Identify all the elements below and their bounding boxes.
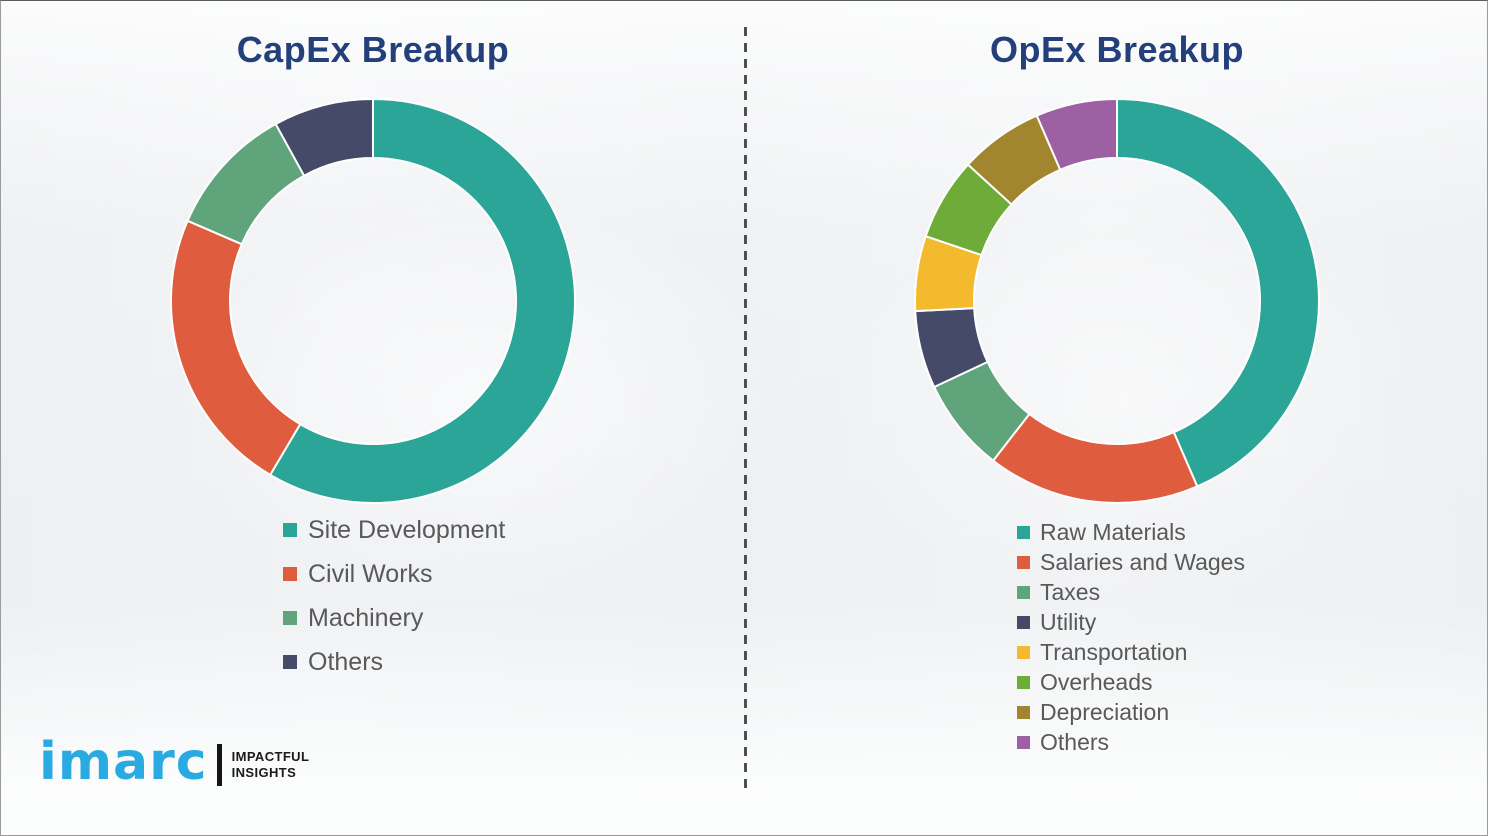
donut-segment-civil-works bbox=[169, 219, 302, 476]
logo-tagline-line2: INSIGHTS bbox=[231, 765, 297, 780]
legend-item-civil-works: Civil Works bbox=[283, 552, 505, 596]
legend-swatch-utility bbox=[1017, 615, 1030, 629]
capex-legend: Site Development Civil Works Machinery Othe… bbox=[283, 508, 505, 684]
legend-swatch-overheads bbox=[1017, 675, 1030, 689]
legend-swatch-civil-works bbox=[283, 567, 297, 581]
legend-label: Salaries and Wages bbox=[1040, 548, 1245, 575]
capex-panel: CapEx Breakup Site Development Civil Work… bbox=[1, 1, 745, 835]
opex-legend: Raw Materials Salaries and Wages Taxes Util… bbox=[1017, 517, 1245, 757]
legend-swatch-salaries-and-wages bbox=[1017, 555, 1030, 569]
donut-segment-others bbox=[274, 98, 374, 177]
legend-label: Machinery bbox=[308, 603, 424, 632]
legend-label: Others bbox=[308, 647, 384, 676]
legend-label: Raw Materials bbox=[1040, 518, 1186, 545]
legend-label: Taxes bbox=[1040, 578, 1101, 605]
legend-item-others: Others bbox=[283, 640, 505, 684]
donut-segment-others bbox=[1035, 98, 1118, 171]
legend-swatch-raw-materials bbox=[1017, 525, 1030, 539]
legend-label: Site Development bbox=[308, 515, 506, 544]
opex-donut-chart bbox=[914, 98, 1321, 504]
legend-swatch-taxes bbox=[1017, 585, 1030, 599]
legend-label: Overheads bbox=[1040, 668, 1153, 695]
donut-segment-raw-materials bbox=[1116, 98, 1321, 488]
legend-item-others: Others bbox=[1017, 727, 1245, 757]
logo-tagline-line1: IMPACTFUL bbox=[231, 748, 310, 764]
imarc-logo: imarc IMPACTFUL INSIGHTS bbox=[39, 736, 309, 788]
legend-swatch-machinery bbox=[283, 611, 297, 625]
logo-tagline: IMPACTFUL INSIGHTS bbox=[232, 749, 310, 782]
donut-segment-salaries-and-wages bbox=[992, 412, 1199, 504]
imarc-logo-wordmark: imarc bbox=[39, 732, 208, 792]
legend-item-site-development: Site Development bbox=[283, 508, 505, 552]
donut-segment-site-development bbox=[269, 98, 576, 504]
opex-panel: OpEx Breakup Raw Materials Salaries and W… bbox=[745, 1, 1487, 835]
legend-label: Depreciation bbox=[1040, 698, 1170, 725]
legend-swatch-others bbox=[283, 655, 297, 669]
legend-item-transportation: Transportation bbox=[1017, 637, 1245, 667]
legend-item-salaries-and-wages: Salaries and Wages bbox=[1017, 547, 1245, 577]
legend-label: Utility bbox=[1040, 608, 1097, 635]
legend-item-taxes: Taxes bbox=[1017, 577, 1245, 607]
legend-label: Transportation bbox=[1040, 638, 1188, 665]
legend-item-depreciation: Depreciation bbox=[1017, 697, 1245, 727]
capex-title: CapEx Breakup bbox=[236, 29, 510, 70]
capex-donut-chart bbox=[169, 98, 576, 504]
opex-title: OpEx Breakup bbox=[989, 29, 1245, 70]
logo-divider-bar bbox=[216, 744, 222, 786]
legend-item-overheads: Overheads bbox=[1017, 667, 1245, 697]
legend-item-machinery: Machinery bbox=[283, 596, 505, 640]
legend-swatch-site-development bbox=[283, 523, 297, 537]
legend-label: Others bbox=[1040, 728, 1110, 755]
legend-swatch-depreciation bbox=[1017, 705, 1030, 719]
legend-label: Civil Works bbox=[308, 559, 433, 588]
legend-item-raw-materials: Raw Materials bbox=[1017, 517, 1245, 547]
legend-swatch-transportation bbox=[1017, 645, 1030, 659]
legend-item-utility: Utility bbox=[1017, 607, 1245, 637]
legend-swatch-others bbox=[1017, 735, 1030, 749]
divider-dashed-line bbox=[744, 27, 747, 791]
